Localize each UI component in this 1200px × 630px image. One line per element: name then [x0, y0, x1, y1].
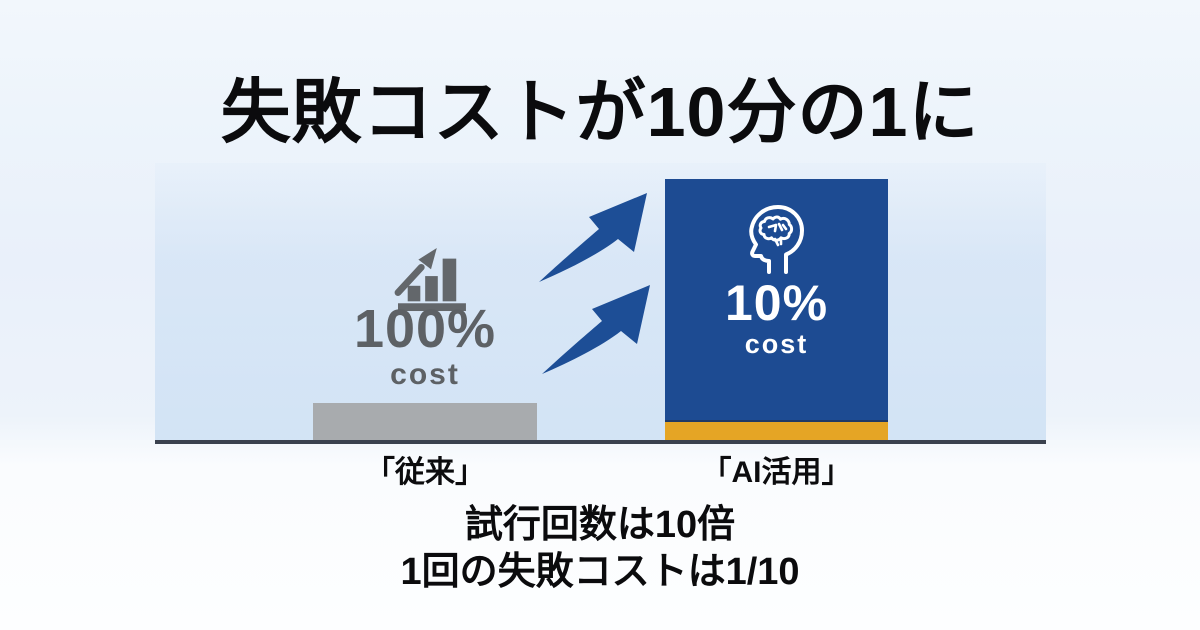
traditional-percent: 100%	[353, 299, 497, 359]
axis-baseline	[155, 440, 1046, 444]
ai-label: 「AI活用」	[701, 456, 852, 489]
ai-percent: 10%	[724, 275, 829, 331]
ai-gold-bar	[665, 422, 888, 440]
footer: 試行回数は10倍 1回の失敗コストは1/10	[0, 502, 1200, 596]
plot-area	[155, 163, 1046, 441]
ai-box	[665, 179, 888, 422]
ai-cost-label: cost	[744, 329, 809, 359]
traditional-label: 「従来」	[365, 456, 485, 489]
ai-head-brain-icon	[749, 205, 804, 274]
growth-bar-chart-icon	[394, 247, 466, 312]
up-right-arrow-icon	[542, 285, 650, 374]
up-arrows	[539, 193, 650, 374]
footer-line-1: 試行回数は10倍	[464, 504, 736, 546]
traditional-cost-label: cost	[390, 358, 460, 391]
footer-line-2: 1回の失敗コストは1/10	[400, 551, 800, 594]
page-title: 失敗コストが10分の1に	[220, 73, 980, 151]
up-right-arrow-icon	[539, 193, 647, 282]
traditional-bar	[313, 403, 537, 440]
